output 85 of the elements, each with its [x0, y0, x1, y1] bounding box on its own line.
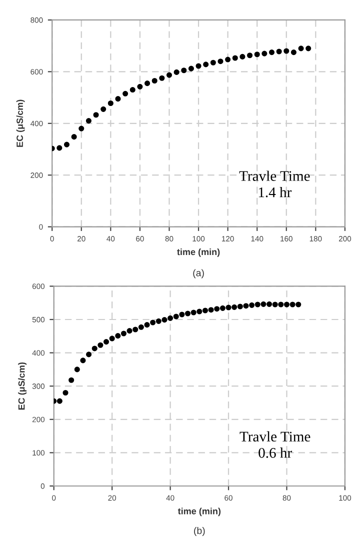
point [162, 317, 168, 323]
point [306, 46, 312, 52]
point [152, 78, 158, 84]
point [122, 90, 128, 96]
point [168, 315, 174, 321]
point [68, 377, 74, 383]
point [232, 304, 238, 310]
point [80, 358, 86, 364]
point [150, 320, 156, 326]
point [184, 310, 191, 316]
annotation: Travle Time 0.6 hr [240, 431, 310, 458]
point [210, 60, 216, 66]
point [103, 339, 110, 345]
point [126, 328, 132, 334]
point [74, 366, 80, 372]
text: (b) [194, 526, 205, 536]
point [181, 68, 187, 74]
point [272, 302, 278, 308]
point [268, 50, 275, 56]
point [98, 342, 104, 348]
point [144, 322, 150, 328]
point [86, 118, 92, 124]
point [56, 398, 62, 404]
point [237, 304, 243, 310]
point [196, 308, 202, 314]
point [173, 314, 179, 320]
point [249, 302, 255, 308]
point [130, 87, 136, 93]
point [243, 303, 249, 309]
y-axis-title: EC (μS/cm) [18, 362, 27, 410]
point [115, 333, 121, 339]
point [159, 75, 165, 81]
point [92, 346, 98, 352]
point [226, 304, 232, 310]
point [108, 100, 114, 106]
point [132, 326, 138, 332]
point [156, 318, 162, 324]
x-axis-title: time (min) [177, 248, 220, 257]
text: (a) [193, 269, 204, 278]
point [254, 302, 260, 308]
point [144, 80, 150, 86]
point [137, 84, 143, 90]
point [278, 302, 284, 308]
point [220, 305, 226, 311]
point [262, 50, 268, 56]
point [115, 96, 121, 102]
point [202, 308, 208, 314]
point [188, 66, 194, 72]
point [100, 106, 106, 112]
point [78, 126, 84, 132]
point [179, 312, 185, 318]
point [120, 330, 126, 336]
point [266, 301, 272, 307]
point [284, 48, 290, 54]
point [203, 62, 209, 68]
point [225, 56, 231, 62]
point [166, 72, 172, 78]
point [260, 301, 266, 307]
point [232, 55, 238, 61]
y-axis-title: EC (μS/cm) [16, 100, 25, 147]
point [93, 112, 99, 118]
point [276, 48, 282, 54]
point [290, 302, 296, 308]
point [254, 52, 260, 58]
point [290, 50, 296, 56]
point [109, 336, 115, 342]
point [218, 58, 224, 64]
point [86, 352, 92, 358]
point [284, 302, 290, 308]
point [71, 134, 77, 140]
point [56, 145, 62, 151]
point [240, 54, 246, 60]
point [208, 307, 214, 313]
annotation: Travle Time 1.4 hr [239, 170, 310, 198]
point [138, 324, 144, 330]
point [196, 63, 202, 69]
point [62, 390, 68, 396]
x-axis-title: time (min) [178, 508, 221, 516]
point [64, 142, 70, 148]
point [296, 302, 302, 308]
point [298, 46, 304, 52]
point [247, 52, 253, 58]
point [190, 310, 196, 316]
point [214, 306, 220, 312]
point [174, 69, 180, 75]
